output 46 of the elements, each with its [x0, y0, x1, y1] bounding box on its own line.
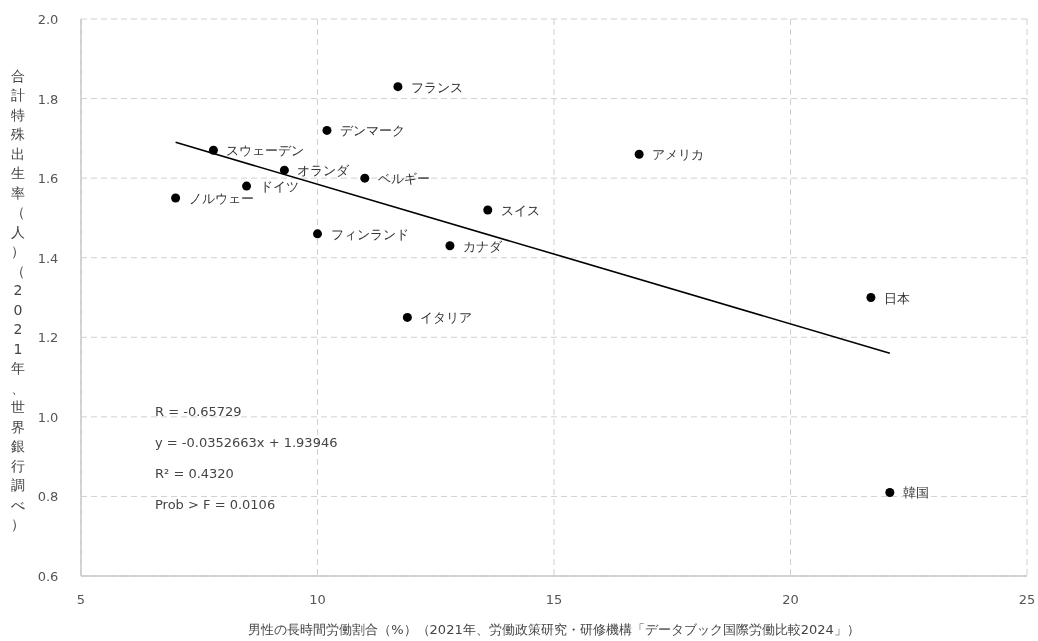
x-tick-label: 5 — [76, 592, 86, 607]
point — [279, 165, 289, 175]
annotation: ドイツ — [259, 179, 299, 195]
point — [483, 205, 493, 215]
point — [393, 82, 403, 92]
x-axis-title: 男性の長時間労働割合（%）（2021年、労働政策研究・研修機構「データブック国際労働比較2024」） — [248, 622, 860, 637]
annotation: 日本 — [883, 290, 910, 306]
point — [634, 149, 644, 159]
y-tick-label: 1.4 — [37, 250, 59, 266]
x-tick-label: 20 — [782, 592, 799, 607]
point — [313, 229, 322, 239]
point — [445, 241, 455, 251]
x-tick-label: 25 — [1018, 592, 1036, 607]
x-tick-label: 15 — [545, 592, 563, 607]
annotation: デンマーク — [339, 123, 405, 139]
annotation: y = -0.0352663x + 1.93946 — [155, 435, 338, 450]
annotation: フランス — [410, 79, 463, 95]
annotation: スウェーデン — [226, 143, 305, 159]
point — [360, 173, 370, 183]
point — [866, 293, 876, 302]
y-tick-label: 0.8 — [37, 489, 59, 505]
annotation: Prob > F = 0.0106 — [155, 497, 276, 512]
annotation: ベルギー — [377, 171, 430, 187]
y-tick-label: 1.0 — [37, 409, 59, 425]
annotation: オランダ — [297, 163, 351, 179]
y-tick-label: 0.6 — [37, 569, 59, 584]
annotation: スイス — [500, 202, 540, 218]
point — [171, 193, 181, 203]
y-tick-label: 1.8 — [37, 91, 59, 107]
point — [242, 181, 252, 191]
annotation: イタリア — [420, 310, 473, 326]
y-tick-label: 1.2 — [37, 330, 59, 346]
point — [885, 487, 895, 497]
annotation: アメリカ — [652, 147, 705, 163]
x-tick-label: 10 — [309, 592, 326, 607]
annotation: ノルウェー — [188, 191, 254, 207]
text: 合計特殊出生率（人）（2021年、世界銀行調べ） — [11, 67, 25, 533]
annotation: カナダ — [462, 238, 503, 254]
y-tick-label: 2.0 — [37, 12, 59, 27]
y-tick-label: 1.6 — [37, 171, 59, 187]
annotation: R = -0.65729 — [155, 404, 242, 419]
point — [402, 312, 412, 322]
annotation: 韓国 — [902, 485, 929, 501]
annotation: フィンランド — [330, 226, 409, 242]
annotation: R² = 0.4320 — [155, 466, 234, 481]
point — [322, 125, 332, 135]
